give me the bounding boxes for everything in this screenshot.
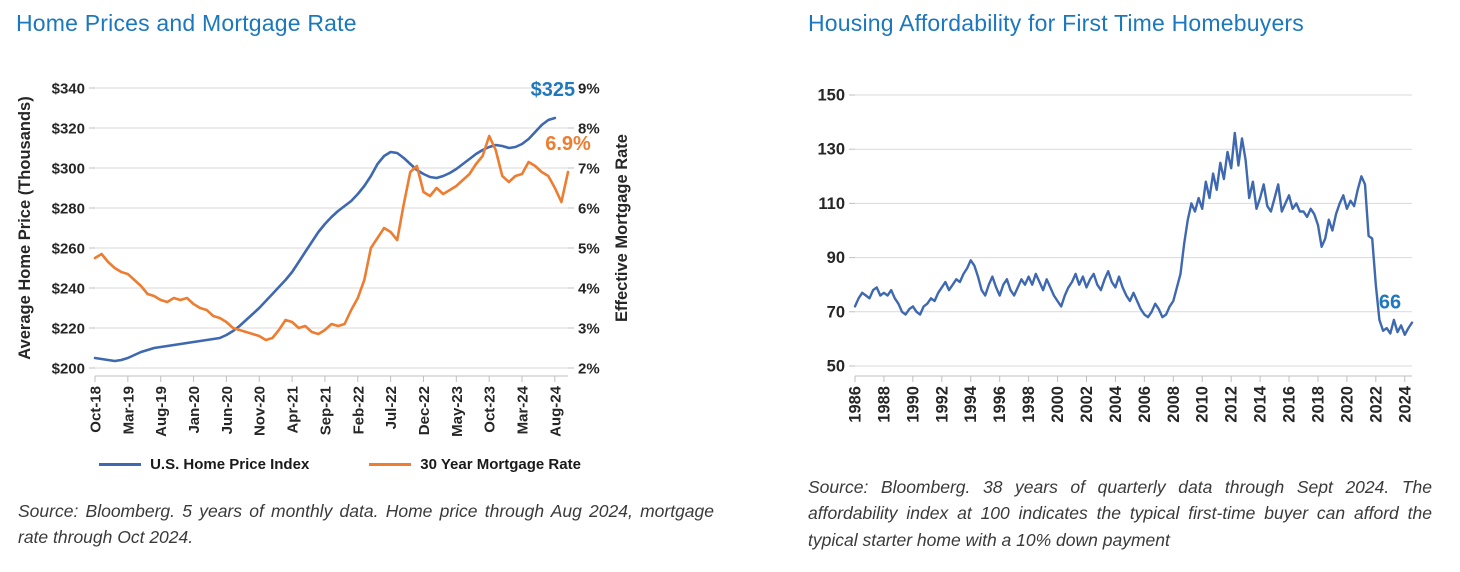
svg-text:1992: 1992: [933, 386, 951, 423]
svg-text:1994: 1994: [962, 385, 980, 423]
svg-text:130: 130: [817, 141, 845, 159]
right-source-note: Source: Bloomberg. 38 years of quarterly…: [808, 477, 1432, 550]
legend-label-mortgage-rate: 30 Year Mortgage Rate: [420, 456, 581, 473]
svg-text:2010: 2010: [1194, 386, 1212, 423]
svg-text:Oct-23: Oct-23: [482, 386, 499, 433]
svg-text:2008: 2008: [1165, 386, 1183, 423]
left-chart-legend: U.S. Home Price Index 30 Year Mortgage R…: [60, 456, 620, 473]
svg-text:1998: 1998: [1020, 386, 1038, 423]
svg-text:3%: 3%: [578, 321, 600, 338]
svg-text:2022: 2022: [1367, 386, 1385, 423]
svg-text:Oct-18: Oct-18: [88, 386, 105, 433]
svg-text:2024: 2024: [1396, 385, 1414, 423]
home-prices-mortgage-rate-chart: $200 $220 $240 $260 $280 $300 $320 $340 2% 3% 4% 5%…: [16, 79, 631, 437]
svg-text:2%: 2%: [578, 361, 600, 378]
right-chart-title: Housing Affordability for First Time Hom…: [808, 10, 1304, 36]
svg-text:$200: $200: [52, 361, 85, 378]
svg-text:$260: $260: [52, 241, 85, 258]
affordability-index-chart: 50 70 90 110 130 150 1986 1988 1990 1992 1994 1996 1…: [817, 87, 1414, 423]
svg-text:2002: 2002: [1078, 386, 1096, 423]
svg-text:2014: 2014: [1252, 385, 1270, 423]
svg-text:7%: 7%: [578, 161, 600, 178]
svg-text:Average Home Price (Thousands): Average Home Price (Thousands): [16, 96, 34, 359]
svg-text:Aug-19: Aug-19: [153, 386, 170, 437]
svg-text:8%: 8%: [578, 121, 600, 138]
svg-text:Mar-19: Mar-19: [120, 386, 137, 434]
left-chart-title: Home Prices and Mortgage Rate: [16, 10, 357, 36]
legend-label-home-price-index: U.S. Home Price Index: [150, 456, 310, 473]
affordability-panel: Housing Affordability for First Time Hom…: [730, 0, 1460, 572]
svg-text:Jun-20: Jun-20: [219, 386, 236, 434]
svg-text:Effective Mortgage Rate: Effective Mortgage Rate: [613, 134, 631, 322]
svg-text:2016: 2016: [1281, 386, 1299, 423]
svg-text:2018: 2018: [1309, 386, 1327, 423]
svg-text:1986: 1986: [847, 386, 865, 423]
left-source-note: Source: Bloomberg. 5 years of monthly da…: [18, 501, 714, 548]
legend-item-mortgage-rate: 30 Year Mortgage Rate: [369, 456, 581, 473]
svg-text:50: 50: [827, 358, 845, 376]
svg-text:Jul-22: Jul-22: [383, 386, 400, 429]
home-price-line-swatch: [99, 463, 142, 466]
svg-text:Sep-21: Sep-21: [317, 386, 334, 435]
svg-text:Feb-22: Feb-22: [350, 386, 367, 434]
svg-text:$220: $220: [52, 321, 85, 338]
svg-text:2012: 2012: [1223, 386, 1241, 423]
svg-text:90: 90: [827, 249, 845, 267]
svg-text:70: 70: [827, 303, 845, 321]
svg-text:$280: $280: [52, 201, 85, 218]
svg-text:Mar-24: Mar-24: [515, 385, 532, 434]
svg-text:1988: 1988: [875, 386, 893, 423]
home-prices-panel: Home Prices and Mortgage Rate $200 $220 $2…: [16, 10, 714, 548]
svg-text:150: 150: [817, 87, 845, 105]
svg-text:6.9%: 6.9%: [545, 133, 591, 155]
svg-text:Jan-20: Jan-20: [186, 386, 203, 434]
svg-text:66: 66: [1379, 292, 1401, 314]
svg-text:Dec-22: Dec-22: [416, 386, 433, 435]
legend-item-home-price-index: U.S. Home Price Index: [99, 456, 309, 473]
svg-text:2004: 2004: [1107, 385, 1125, 423]
svg-text:$325: $325: [531, 79, 576, 101]
svg-text:9%: 9%: [578, 81, 600, 98]
svg-text:May-23: May-23: [449, 386, 466, 437]
svg-text:1990: 1990: [904, 386, 922, 423]
svg-text:Nov-20: Nov-20: [252, 386, 269, 436]
svg-text:110: 110: [818, 195, 845, 213]
svg-text:Aug-24: Aug-24: [547, 385, 564, 436]
svg-text:2006: 2006: [1136, 386, 1154, 423]
svg-text:$320: $320: [52, 121, 85, 138]
svg-text:Apr-21: Apr-21: [285, 386, 302, 434]
svg-text:2000: 2000: [1049, 386, 1067, 423]
svg-text:$340: $340: [52, 81, 85, 98]
svg-text:$300: $300: [52, 161, 85, 178]
svg-text:5%: 5%: [578, 241, 600, 258]
svg-text:4%: 4%: [578, 281, 600, 298]
mortgage-rate-line-swatch: [369, 463, 412, 466]
svg-text:1996: 1996: [991, 386, 1009, 423]
svg-text:6%: 6%: [578, 201, 600, 218]
svg-text:2020: 2020: [1338, 386, 1356, 423]
svg-text:$240: $240: [52, 281, 85, 298]
